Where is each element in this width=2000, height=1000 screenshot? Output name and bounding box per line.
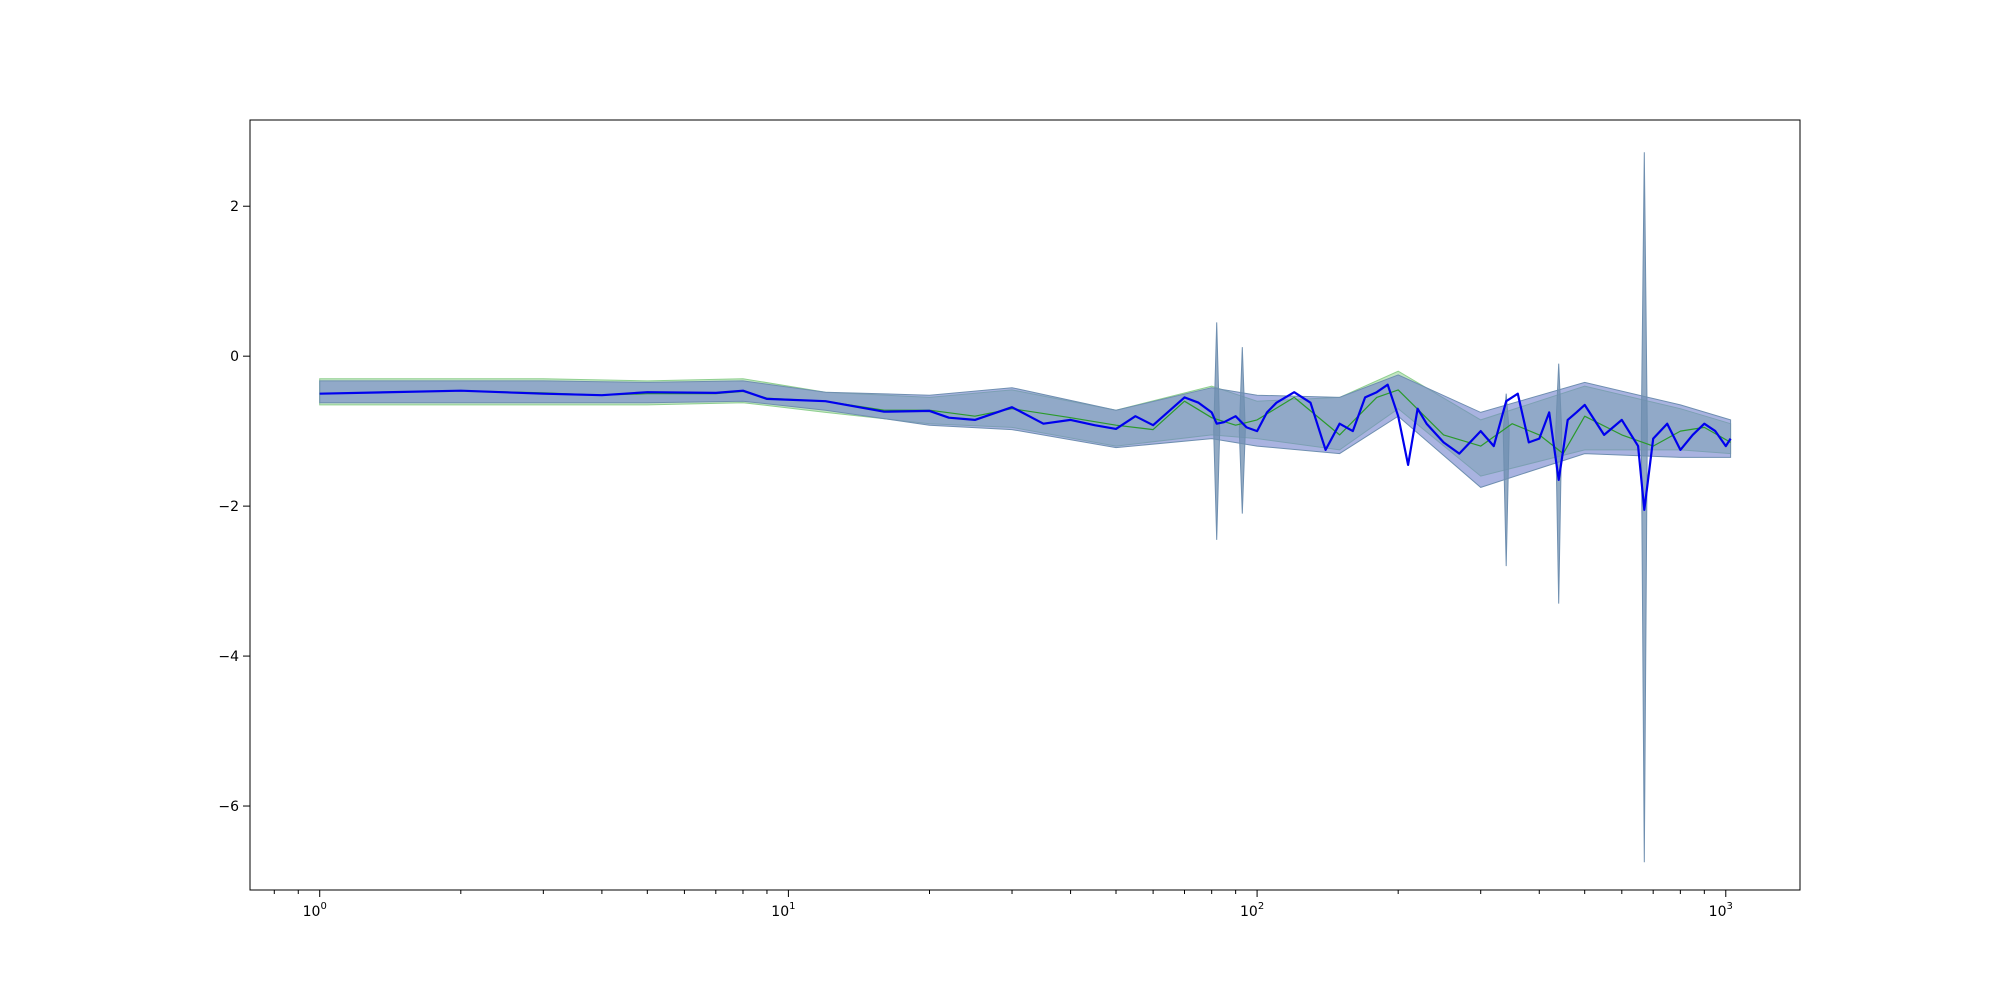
- x-tick-label: 100: [303, 901, 327, 920]
- series-line-2: [319, 383, 1732, 511]
- lines-layer: [319, 383, 1732, 511]
- variance-spike-1: [1213, 322, 1221, 540]
- x-tick-label: 103: [1709, 901, 1733, 920]
- y-tick-label: −6: [218, 799, 239, 815]
- confidence-band-2: [319, 374, 1732, 488]
- y-tick-label: 2: [230, 199, 239, 215]
- variance-spike-4: [1555, 363, 1563, 604]
- x-tick-label: 102: [1240, 901, 1264, 920]
- variance-spike-2: [1238, 347, 1246, 514]
- y-axis: 2 0 −2 −4 −6: [218, 199, 250, 815]
- x-axis: 100 101 102 103: [273, 890, 1733, 920]
- y-tick-label: 0: [230, 349, 239, 365]
- y-tick-label: −2: [218, 499, 239, 515]
- y-tick-label: −4: [218, 649, 239, 665]
- plot-background: [250, 120, 1800, 890]
- plot-frame: [249, 119, 1801, 891]
- x-tick-label: 101: [771, 901, 795, 920]
